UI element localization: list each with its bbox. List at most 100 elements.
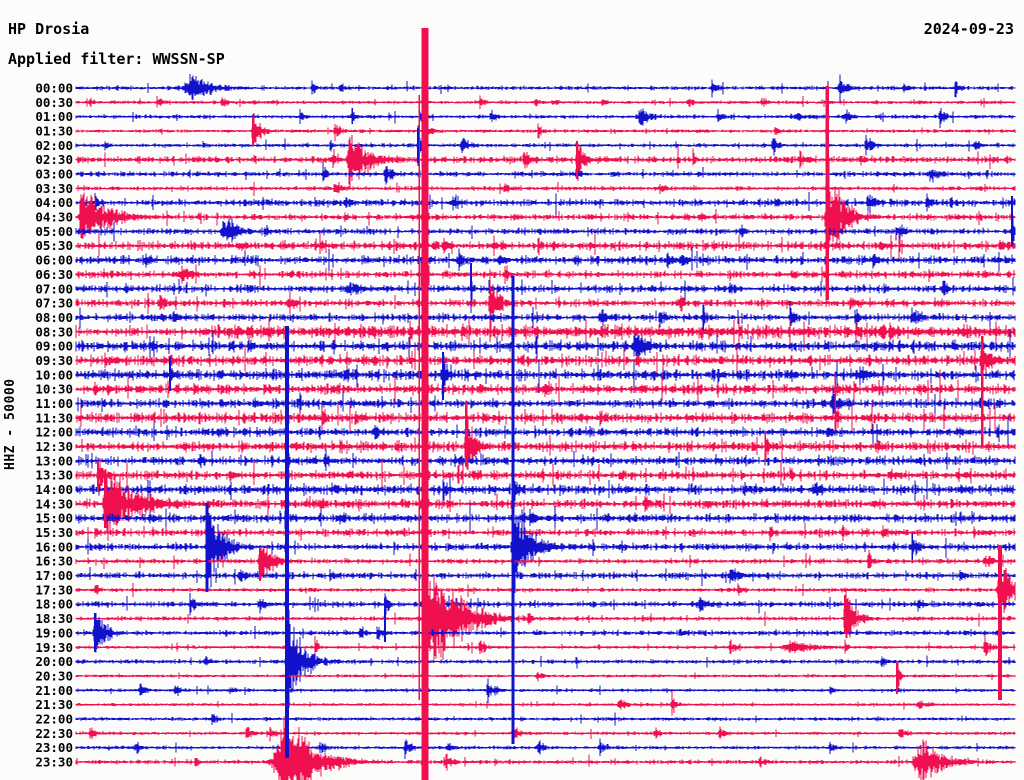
clipped-event-line xyxy=(470,263,472,291)
clipped-event-line xyxy=(418,95,420,700)
clipped-event-line xyxy=(998,545,1002,700)
trace-row-0130 xyxy=(75,113,1016,143)
clipped-event-line xyxy=(252,117,254,146)
row-time-label: 07:30 xyxy=(35,296,73,311)
row-time-label: 13:00 xyxy=(35,453,73,468)
trace-row-0600 xyxy=(75,246,1016,272)
row-time-label: 10:00 xyxy=(35,367,73,382)
trace-row-0730 xyxy=(75,269,1016,342)
trace-row-1800 xyxy=(75,592,1016,617)
trace-row-1330 xyxy=(75,458,1016,492)
record-date: 2024-09-23 xyxy=(923,20,1014,38)
trace-row-2200 xyxy=(75,712,1016,726)
trace-row-0930 xyxy=(75,336,1016,383)
clipped-event-line xyxy=(259,547,261,581)
row-time-label: 00:00 xyxy=(35,81,73,96)
trace-row-0530 xyxy=(75,232,1016,260)
trace-row-0300 xyxy=(75,160,1016,185)
clipped-event-line xyxy=(103,478,107,528)
trace-row-2000 xyxy=(75,609,1016,709)
trace-row-1900 xyxy=(75,615,1016,653)
row-time-label: 20:00 xyxy=(35,654,73,669)
trace-row-0500 xyxy=(75,215,1016,247)
clipped-event-line xyxy=(97,461,99,492)
clipped-event-line xyxy=(442,352,444,400)
row-time-label: 15:00 xyxy=(35,511,73,526)
row-time-label: 04:00 xyxy=(35,195,73,210)
row-time-label: 13:30 xyxy=(35,468,73,483)
trace-row-1730 xyxy=(75,566,1016,614)
trace-row-0700 xyxy=(75,274,1016,314)
row-time-label: 02:30 xyxy=(35,152,73,167)
row-time-label: 17:30 xyxy=(35,582,73,597)
row-time-label: 14:30 xyxy=(35,496,73,511)
trace-row-0800 xyxy=(75,301,1016,329)
trace-row-1630 xyxy=(75,545,1016,579)
clipped-event-line xyxy=(764,431,766,462)
trace-row-1100 xyxy=(75,388,1016,416)
trace-row-1430 xyxy=(75,474,1016,534)
trace-row-1200 xyxy=(75,415,1016,447)
trace-row-0100 xyxy=(75,107,1016,128)
clipped-event-line xyxy=(421,28,429,780)
row-time-label: 18:00 xyxy=(35,597,73,612)
row-time-label: 09:00 xyxy=(35,339,73,354)
row-time-label: 04:30 xyxy=(35,210,73,225)
row-time-label: 00:30 xyxy=(35,95,73,110)
row-time-label: 03:00 xyxy=(35,167,73,182)
row-time-label: 19:00 xyxy=(35,625,73,640)
row-time-label: 05:00 xyxy=(35,224,73,239)
row-time-label: 12:30 xyxy=(35,439,73,454)
row-time-label: 10:30 xyxy=(35,382,73,397)
trace-row-1000 xyxy=(75,355,1016,397)
trace-row-0230 xyxy=(75,135,1016,190)
trace-row-0830 xyxy=(75,317,1016,352)
row-time-label: 20:30 xyxy=(35,668,73,683)
row-time-label: 02:00 xyxy=(35,138,73,153)
trace-row-2300 xyxy=(75,738,1016,759)
row-time-label: 22:30 xyxy=(35,726,73,741)
trace-row-1130 xyxy=(75,400,1016,437)
row-time-label: 17:00 xyxy=(35,568,73,583)
clipped-event-line xyxy=(576,141,578,179)
trace-row-1830 xyxy=(75,553,1016,666)
row-time-label: 23:00 xyxy=(35,740,73,755)
trace-row-0900 xyxy=(75,330,1016,360)
clipped-event-line xyxy=(511,276,515,744)
clipped-event-line xyxy=(351,108,353,124)
row-time-label: 14:00 xyxy=(35,482,73,497)
row-time-label: 01:30 xyxy=(35,124,73,139)
row-time-label: 11:30 xyxy=(35,410,73,425)
trace-row-1300 xyxy=(75,450,1016,471)
clipped-event-line xyxy=(834,374,836,431)
clipped-event-line xyxy=(169,357,171,391)
trace-row-0030 xyxy=(75,95,1016,109)
filter-label: Applied filter: WWSSN-SP xyxy=(8,50,225,68)
trace-row-1400 xyxy=(75,476,1016,502)
row-time-label: 21:00 xyxy=(35,683,73,698)
trace-row-0400 xyxy=(75,192,1016,216)
row-time-label: 01:00 xyxy=(35,109,73,124)
channel-scale-label: HHZ - 50000 xyxy=(3,378,18,470)
row-time-label: 21:30 xyxy=(35,697,73,712)
row-time-label: 08:00 xyxy=(35,310,73,325)
row-time-label: 05:30 xyxy=(35,238,73,253)
row-time-label: 08:30 xyxy=(35,324,73,339)
trace-row-1700 xyxy=(75,566,1016,586)
clipped-event-line xyxy=(464,402,468,466)
row-time-label: 23:30 xyxy=(35,755,73,770)
row-time-label: 12:00 xyxy=(35,425,73,440)
trace-row-2230 xyxy=(75,726,1016,742)
row-time-label: 18:30 xyxy=(35,611,73,626)
trace-row-1030 xyxy=(75,369,1016,404)
clipped-event-line xyxy=(417,128,419,163)
trace-row-2030 xyxy=(75,662,1016,689)
clipped-event-line xyxy=(896,661,898,694)
clipped-event-line xyxy=(205,503,209,592)
trace-row-1230 xyxy=(75,417,1016,471)
trace-row-1530 xyxy=(75,523,1016,542)
row-time-label: 15:30 xyxy=(35,525,73,540)
station-name: HP Drosia xyxy=(8,20,90,38)
row-time-label: 16:30 xyxy=(35,554,73,569)
